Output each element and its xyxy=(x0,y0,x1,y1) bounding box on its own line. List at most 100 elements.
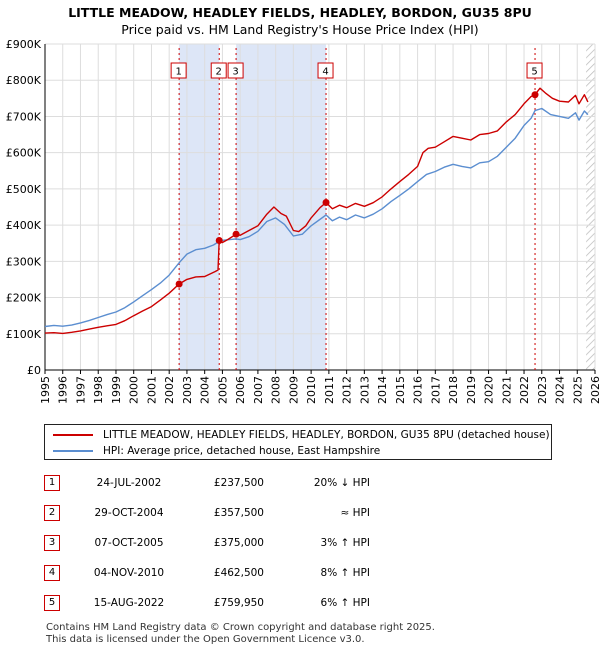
x-tick-label: 2005 xyxy=(216,376,229,404)
x-tick-label: 1997 xyxy=(74,376,87,404)
sale-date: 29-OCT-2004 xyxy=(94,507,164,519)
x-tick-label: 1995 xyxy=(39,376,52,404)
y-tick-label: £800K xyxy=(6,74,42,87)
sale-marker-box xyxy=(317,62,334,79)
y-tick-label: £200K xyxy=(6,292,42,305)
x-tick-label: 2007 xyxy=(252,376,265,404)
sale-period-shade xyxy=(236,44,327,370)
sale-point xyxy=(322,198,330,206)
y-tick-label: £900K xyxy=(6,38,42,51)
x-tick-label: 2017 xyxy=(429,376,442,404)
x-tick-label: 2000 xyxy=(128,376,141,404)
footer-licence: This data is licensed under the Open Gov… xyxy=(46,634,365,645)
x-tick-label: 2015 xyxy=(394,376,407,404)
sale-point xyxy=(531,91,539,99)
x-tick-label: 2006 xyxy=(234,376,247,404)
x-tick-label: 1996 xyxy=(57,376,70,404)
sale-hpi-comparison: 20% ↓ HPI xyxy=(313,477,370,489)
sale-hpi-comparison: 3% ↑ HPI xyxy=(320,537,370,549)
sale-price: £237,500 xyxy=(213,477,264,489)
sale-number: 1 xyxy=(44,475,60,491)
chart-title-block: LITTLE MEADOW, HEADLEY FIELDS, HEADLEY, … xyxy=(0,4,600,38)
x-tick-label: 2020 xyxy=(483,376,496,404)
x-tick-label: 2013 xyxy=(358,376,371,404)
table-row: 4 04-NOV-2010 £462,500 8% ↑ HPI xyxy=(44,564,564,584)
x-tick-label: 2002 xyxy=(163,376,176,404)
sale-price: £375,000 xyxy=(213,537,264,549)
legend-swatch-hpi xyxy=(53,450,93,452)
legend-label-property: LITTLE MEADOW, HEADLEY FIELDS, HEADLEY, … xyxy=(103,429,550,441)
series-line-hpi xyxy=(44,107,589,328)
sale-hpi-comparison: 8% ↑ HPI xyxy=(320,567,370,579)
y-tick-label: £400K xyxy=(6,219,42,232)
sale-marker-box xyxy=(227,62,244,79)
sale-marker-label: 5 xyxy=(531,67,537,78)
legend: LITTLE MEADOW, HEADLEY FIELDS, HEADLEY, … xyxy=(44,424,552,460)
legend-swatch-property xyxy=(53,434,93,436)
table-row: 3 07-OCT-2005 £375,000 3% ↑ HPI xyxy=(44,534,564,554)
sale-price: £462,500 xyxy=(213,567,264,579)
sale-hpi-comparison: ≈ HPI xyxy=(340,507,370,519)
footer-copyright: Contains HM Land Registry data © Crown c… xyxy=(46,622,435,633)
table-row: 1 24-JUL-2002 £237,500 20% ↓ HPI xyxy=(44,474,564,494)
x-tick-label: 2018 xyxy=(447,376,460,404)
sale-price: £759,950 xyxy=(213,597,264,609)
price-chart: £0 £100K £200K £300K £400K £500K £600K £700K £80… xyxy=(6,38,600,404)
sale-period-shade xyxy=(179,44,220,370)
sale-marker-label: 1 xyxy=(175,67,181,78)
legend-item-property: LITTLE MEADOW, HEADLEY FIELDS, HEADLEY, … xyxy=(53,427,550,443)
x-tick-label: 2022 xyxy=(518,376,531,404)
y-tick-label: £100K xyxy=(6,328,42,341)
sale-marker-label: 4 xyxy=(322,67,328,78)
x-tick-label: 2004 xyxy=(199,376,212,404)
x-tick-label: 2024 xyxy=(554,376,567,404)
x-tick-label: 2014 xyxy=(376,376,389,404)
x-tick-label: 2025 xyxy=(571,376,584,404)
x-tick-label: 2009 xyxy=(287,376,300,404)
sale-number: 4 xyxy=(44,565,60,581)
y-tick-label: £500K xyxy=(6,183,42,196)
x-tick-label: 2001 xyxy=(145,376,158,404)
sale-marker-label: 2 xyxy=(216,67,222,78)
y-tick-label: £700K xyxy=(6,110,42,123)
legend-label-hpi: HPI: Average price, detached house, East… xyxy=(103,445,381,457)
y-tick-label: £600K xyxy=(6,147,42,160)
sale-date: 24-JUL-2002 xyxy=(96,477,162,489)
sale-marker-box xyxy=(170,62,187,79)
sale-hpi-comparison: 6% ↑ HPI xyxy=(320,597,370,609)
x-tick-label: 2008 xyxy=(270,376,283,404)
x-tick-label: 2021 xyxy=(500,376,513,404)
y-tick-label: £0 xyxy=(27,364,41,377)
x-tick-label: 2011 xyxy=(323,376,336,404)
x-tick-label: 1998 xyxy=(92,376,105,404)
sale-number: 3 xyxy=(44,535,60,551)
table-row: 5 15-AUG-2022 £759,950 6% ↑ HPI xyxy=(44,594,564,614)
sale-marker-box xyxy=(526,62,543,79)
sale-point xyxy=(232,230,240,238)
chart-title: LITTLE MEADOW, HEADLEY FIELDS, HEADLEY, … xyxy=(68,5,532,20)
sale-number: 5 xyxy=(44,595,60,611)
x-tick-label: 2003 xyxy=(181,376,194,404)
x-tick-label: 2019 xyxy=(465,376,478,404)
series-line-property xyxy=(44,87,589,335)
sale-number: 2 xyxy=(44,505,60,521)
sale-marker-box xyxy=(210,62,227,79)
sale-date: 04-NOV-2010 xyxy=(93,567,165,579)
footer-attribution: Contains HM Land Registry data © Crown c… xyxy=(46,622,435,646)
sale-date: 15-AUG-2022 xyxy=(93,597,165,609)
x-tick-label: 1999 xyxy=(110,376,123,404)
forecast-hatch xyxy=(586,44,595,370)
x-tick-label: 2023 xyxy=(536,376,549,404)
x-tick-label: 2010 xyxy=(305,376,318,404)
chart-subtitle: Price paid vs. HM Land Registry's House … xyxy=(121,22,479,37)
sale-point xyxy=(215,237,223,245)
sale-marker-label: 3 xyxy=(232,67,238,78)
sale-point xyxy=(175,280,183,288)
sale-price: £357,500 xyxy=(213,507,264,519)
x-tick-label: 2012 xyxy=(341,376,354,404)
y-tick-label: £300K xyxy=(6,255,42,268)
sale-date: 07-OCT-2005 xyxy=(94,537,164,549)
x-tick-label: 2016 xyxy=(412,376,425,404)
legend-item-hpi: HPI: Average price, detached house, East… xyxy=(53,443,380,459)
x-tick-label: 2026 xyxy=(589,376,600,404)
